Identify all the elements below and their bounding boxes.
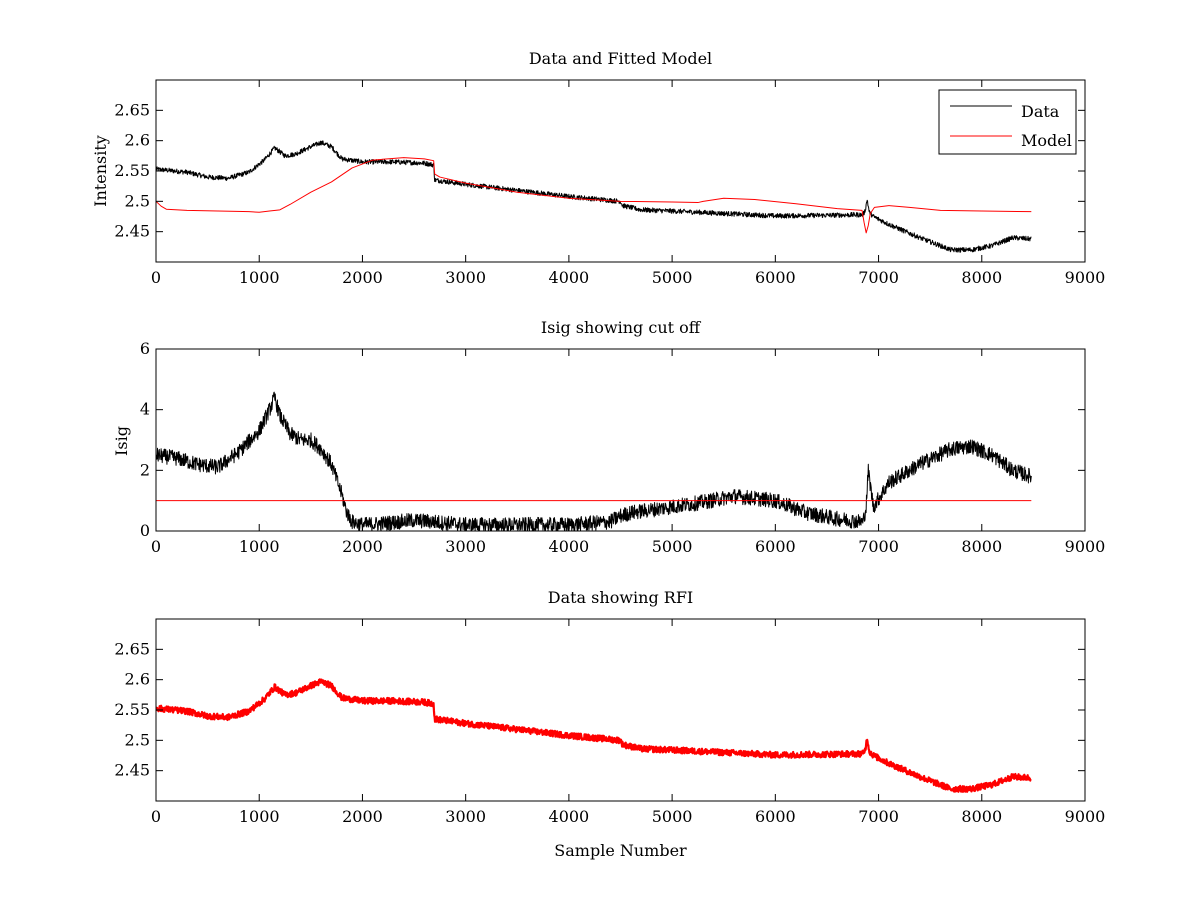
x-tick-label: 0 (151, 537, 161, 556)
panel-3-xlabel: Sample Number (554, 841, 687, 860)
series-group (156, 678, 1033, 793)
y-tick-label: 2.65 (114, 639, 150, 658)
panel-3-plot: 0 1000 2000 3000 4000 5000 6000 7000 8000 9000 2.4… (114, 618, 1106, 826)
x-tick-label: 2000 (342, 268, 383, 287)
x-tick-label: 9000 (1065, 268, 1106, 287)
x-tick-label: 0 (151, 268, 161, 287)
y-tick-label: 2.5 (125, 730, 150, 749)
data-line (156, 140, 1032, 253)
panel-2-ylabel: Isig (112, 426, 131, 456)
x-tick-label: 3000 (445, 268, 486, 287)
x-tick-label: 6000 (755, 537, 796, 556)
y-tick-label: 0 (140, 521, 150, 540)
x-tick-label: 5000 (652, 268, 693, 287)
legend-box (938, 89, 1077, 155)
panel-1-plot: 0 1000 2000 3000 4000 5000 6000 7000 8000 9000 2.4… (114, 79, 1106, 287)
x-tick-label: 5000 (652, 537, 693, 556)
y-tick-label: 4 (140, 400, 150, 419)
x-tick-label: 5000 (652, 807, 693, 826)
x-tick-label: 3000 (445, 537, 486, 556)
y-tick-label: 6 (140, 339, 150, 358)
x-tick-label: 9000 (1065, 537, 1106, 556)
legend-model-label: Model (1021, 131, 1072, 150)
y-tick-label: 2 (140, 460, 150, 479)
panel-3: Data showing RFI 0 1000 2000 3000 4000 5000 60… (114, 588, 1105, 860)
legend-data-label: Data (1021, 102, 1060, 121)
x-tick-label: 1000 (239, 268, 280, 287)
series-group (156, 391, 1032, 531)
x-tick-label: 9000 (1065, 807, 1106, 826)
legend: Data Model (938, 89, 1077, 155)
y-tick-label: 2.55 (114, 161, 150, 180)
y-tick-label: 2.6 (125, 670, 150, 689)
y-tick-label: 2.6 (125, 131, 150, 150)
y-tick-label: 2.5 (125, 191, 150, 210)
panel-1-title: Data and Fitted Model (529, 49, 712, 68)
x-tick-label: 7000 (858, 537, 899, 556)
y-tick-label: 2.45 (114, 222, 150, 241)
y-tick-label: 2.55 (114, 700, 150, 719)
panel-2-plot: 0 1000 2000 3000 4000 5000 6000 7000 8000 9000 0 2 4… (140, 339, 1106, 556)
x-tick-label: 7000 (858, 268, 899, 287)
x-tick-label: 4000 (549, 807, 590, 826)
x-tick-label: 8000 (961, 537, 1002, 556)
x-tick-label: 3000 (445, 807, 486, 826)
x-tick-label: 8000 (961, 807, 1002, 826)
y-tick-label: 2.65 (114, 100, 150, 119)
x-tick-label: 0 (151, 807, 161, 826)
panel-1: Data and Fitted Model Intensity 0 1000 200… (91, 49, 1105, 287)
x-tick-label: 1000 (239, 537, 280, 556)
model-line (156, 157, 1032, 234)
x-tick-label: 8000 (961, 268, 1002, 287)
x-tick-label: 2000 (342, 537, 383, 556)
series-group (156, 140, 1032, 253)
x-tick-label: 4000 (549, 537, 590, 556)
x-tick-label: 7000 (858, 807, 899, 826)
panel-1-ylabel: Intensity (91, 135, 110, 207)
panel-2: Isig showing cut off Isig 0 1000 2000 3000 4… (112, 318, 1105, 556)
y-tick-label: 2.45 (114, 761, 150, 780)
series-1-line (156, 678, 1033, 793)
panel-2-title: Isig showing cut off (541, 318, 702, 337)
x-tick-label: 6000 (755, 268, 796, 287)
x-tick-label: 2000 (342, 807, 383, 826)
panel-3-title: Data showing RFI (548, 588, 693, 607)
x-tick-label: 1000 (239, 807, 280, 826)
x-tick-label: 4000 (549, 268, 590, 287)
x-tick-label: 6000 (755, 807, 796, 826)
series-1-line (156, 391, 1032, 531)
axes-box (155, 348, 1086, 532)
